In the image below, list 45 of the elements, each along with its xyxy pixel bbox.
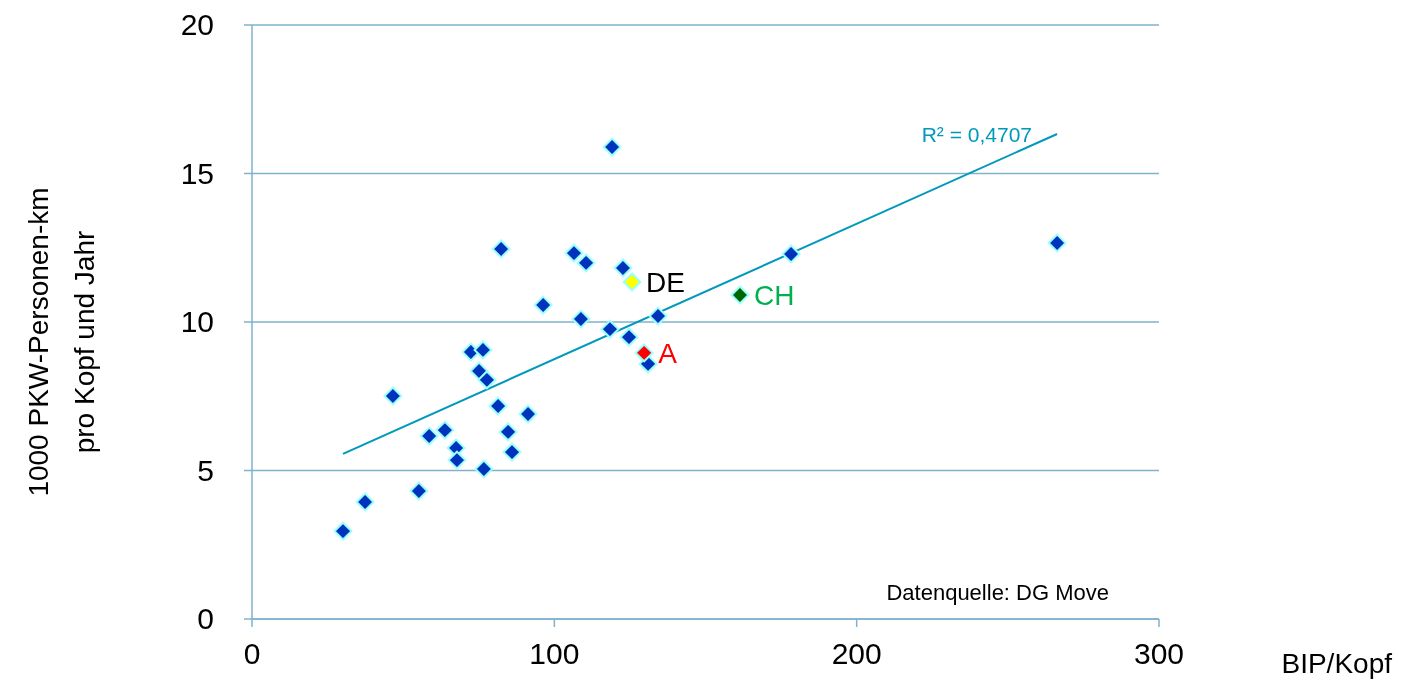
point	[622, 272, 642, 292]
series-label: DE	[646, 266, 685, 298]
point	[564, 243, 584, 263]
point	[477, 370, 497, 390]
y-axis-title: 1000 PKW-Personen-km pro Kopf und Jahr	[23, 187, 100, 497]
point	[383, 386, 403, 406]
y-tick-label: 10	[180, 305, 214, 338]
point	[355, 492, 375, 512]
point	[491, 239, 511, 259]
point	[409, 481, 429, 501]
point	[602, 137, 622, 157]
point	[488, 396, 508, 416]
point	[474, 459, 494, 479]
y-tick-label: 5	[197, 453, 214, 487]
x-tick-label: 0	[243, 637, 261, 670]
point	[619, 327, 639, 347]
point	[648, 306, 668, 326]
x-tick-label: 300	[1133, 637, 1185, 670]
point	[498, 422, 518, 442]
x-axis-title: BIP/Kopf	[1281, 648, 1393, 679]
annotation: R² = 0,4707	[921, 123, 1032, 146]
point	[1047, 233, 1067, 253]
y-tick-label: 20	[180, 8, 214, 41]
point	[533, 295, 553, 315]
annotation: Datenquelle: DG Move	[886, 580, 1109, 605]
point	[634, 343, 654, 363]
point	[333, 521, 353, 541]
point	[473, 340, 493, 360]
point	[518, 404, 538, 424]
point	[419, 426, 439, 446]
point	[502, 442, 522, 462]
x-tick-label: 100	[529, 637, 580, 670]
y-tick-label: 0	[197, 602, 214, 635]
point	[571, 309, 591, 329]
point	[435, 420, 455, 440]
point	[600, 319, 620, 339]
point	[730, 285, 750, 305]
series-label: CH	[753, 279, 795, 311]
series-label: A	[658, 337, 678, 369]
point	[613, 258, 633, 278]
point	[781, 244, 801, 264]
point	[447, 450, 467, 470]
x-tick-label: 200	[831, 637, 882, 670]
point	[576, 253, 596, 273]
y-tick-label: 15	[180, 156, 214, 190]
